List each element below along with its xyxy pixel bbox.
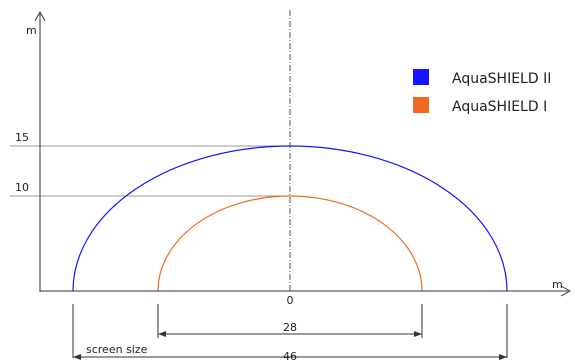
level-label-10: 10 [15, 181, 29, 194]
inner-arc-aquashield-1 [157, 195, 423, 292]
inner-width-label: 28 [283, 321, 297, 334]
y-axis-unit-label: m [26, 24, 37, 37]
screen-size-label: screen size [86, 343, 148, 356]
y-axis-arrow [34, 10, 46, 22]
legend-label-aquashield-2: AquaSHIELD II [452, 71, 551, 87]
dimension-arrow-outer-left [73, 354, 81, 360]
outer-width-label: 46 [283, 350, 297, 361]
dimension-arrow-outer-right [499, 354, 507, 360]
origin-label: 0 [287, 294, 294, 307]
legend-swatch-aquashield-1 [413, 97, 429, 113]
dimension-arrow-inner-right [414, 331, 422, 337]
level-label-15: 15 [15, 131, 29, 144]
legend-swatch-aquashield-2 [413, 69, 429, 85]
x-axis-arrow [560, 285, 572, 297]
x-axis-unit-label: m [552, 278, 563, 291]
dimension-arrow-inner-left [158, 331, 166, 337]
legend-label-aquashield-1: AquaSHIELD I [452, 99, 547, 115]
